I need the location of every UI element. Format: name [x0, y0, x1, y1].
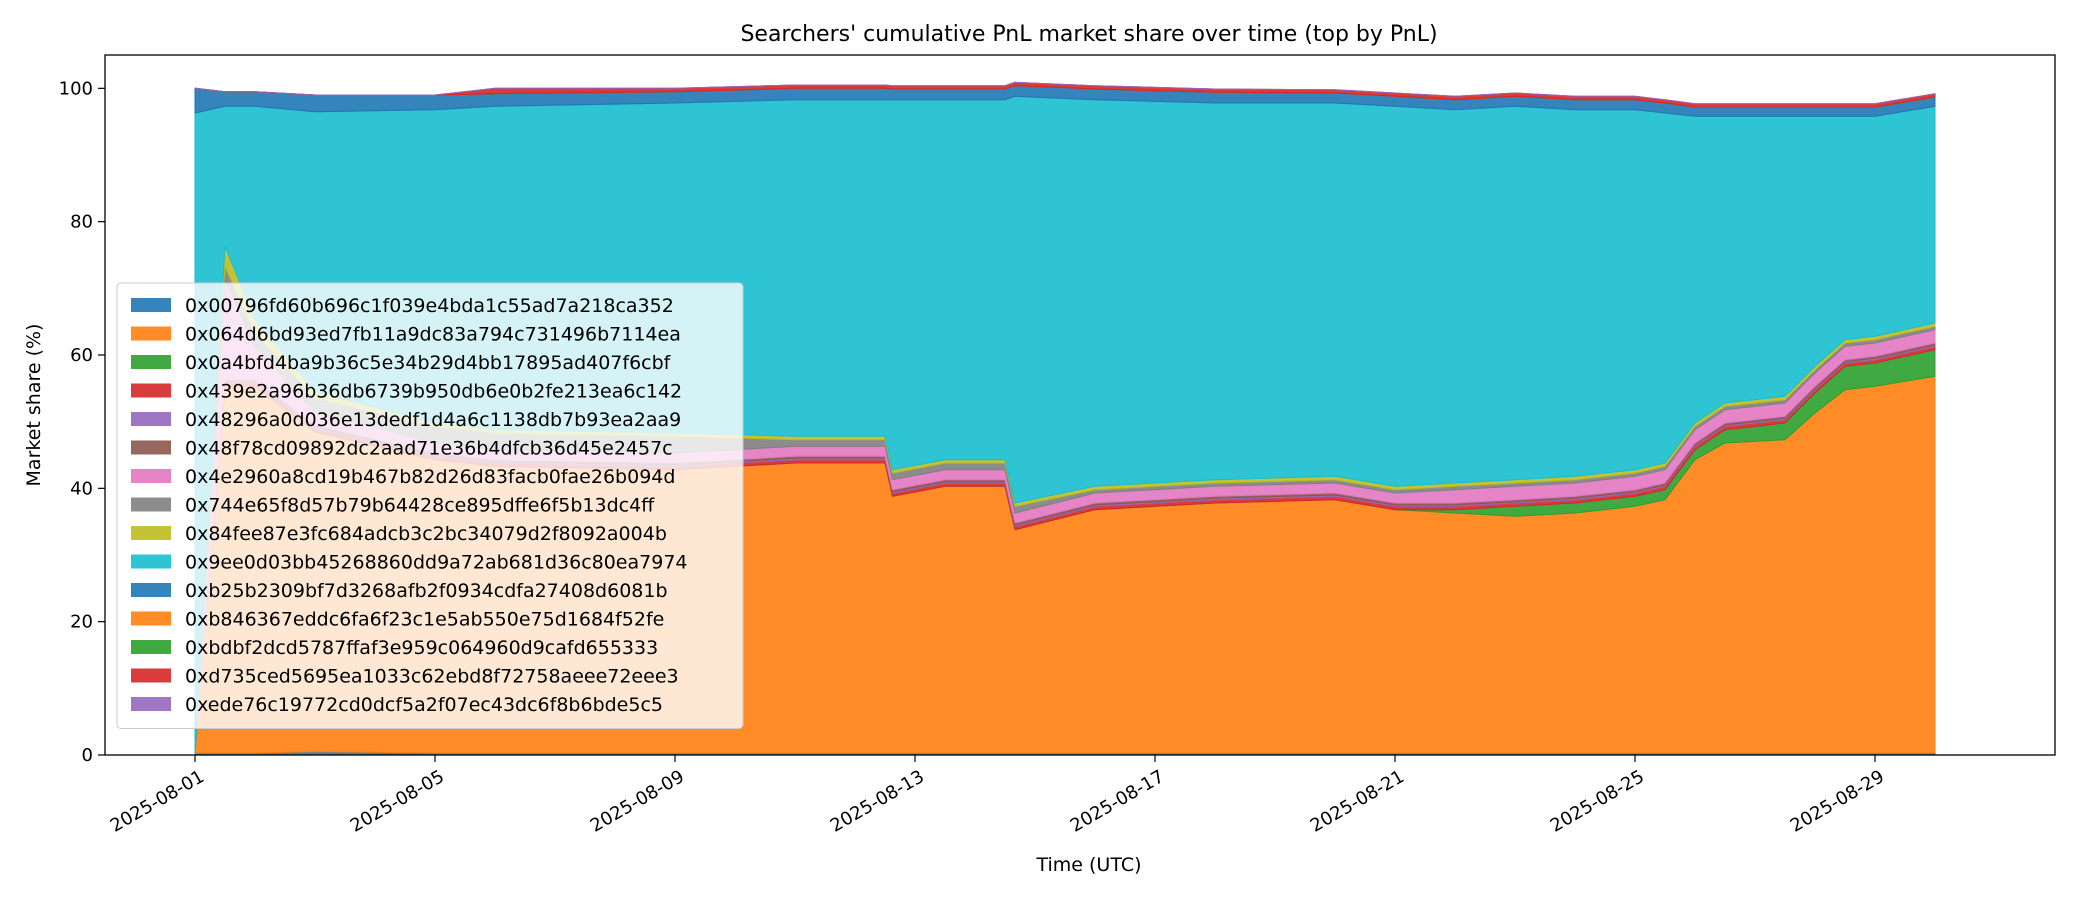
legend-swatch [131, 326, 171, 341]
legend-entry: 0xd735ced5695ea1033c62ebd8f72758aeee72ee… [185, 666, 679, 688]
legend-entry: 0xede76c19772cd0dcf5a2f07ec43dc6f8b6bde5… [185, 694, 663, 716]
legend-entry: 0x48f78cd09892dc2aad71e36b4dfcb36d45e245… [185, 438, 673, 460]
y-tick-label: 100 [59, 78, 93, 99]
chart-title: Searchers' cumulative PnL market share o… [740, 22, 1437, 47]
legend-swatch [131, 668, 171, 683]
legend-swatch [131, 469, 171, 483]
legend-swatch [131, 554, 171, 569]
legend-swatch [131, 697, 171, 711]
legend-entry: 0x48296a0d036e13dedf1d4a6c1138db7b93ea2a… [185, 409, 681, 431]
y-tick-label: 0 [82, 745, 93, 766]
legend-entry: 0x439e2a96b36db6739b950db6e0b2fe213ea6c1… [185, 381, 682, 403]
y-axis-label: Market share (%) [23, 324, 45, 487]
y-tick-label: 80 [70, 212, 93, 233]
legend-entry: 0x744e65f8d57b79b64428ce895dffe6f5b13dc4… [185, 495, 655, 517]
y-tick-label: 20 [70, 612, 93, 633]
legend-swatch [131, 526, 171, 540]
legend-swatch [131, 298, 171, 312]
legend-swatch [131, 355, 171, 369]
legend-swatch [131, 383, 171, 398]
y-tick-label: 60 [70, 345, 93, 366]
plot-frame [104, 54, 2056, 756]
series-area-15 [194, 81, 1936, 105]
legend-entry: 0x84fee87e3fc684adcb3c2bc34079d2f8092a00… [185, 523, 667, 545]
legend-swatch [131, 640, 171, 654]
y-axis: 0 20 40 60 80 100 [59, 78, 105, 766]
legend: 0x00796fd60b696c1f039e4bda1c55ad7a218ca3… [116, 282, 744, 729]
legend-swatch [131, 611, 171, 626]
x-axis-label: Time (UTC) [1035, 854, 1141, 876]
legend-entry: 0x4e2960a8cd19b467b82d26d83facb0fae26b09… [185, 466, 675, 488]
legend-entry: 0x064d6bd93ed7fb11a9dc83a794c731496b7114… [185, 324, 681, 346]
legend-entry: 0x0a4bfd4ba9b36c5e34b29d4bb17895ad407f6c… [185, 352, 672, 374]
legend-entry: 0xb846367eddc6fa6f23c1e5ab550e75d1684f52… [185, 609, 664, 631]
legend-entry: 0x00796fd60b696c1f039e4bda1c55ad7a218ca3… [185, 295, 674, 317]
legend-box [116, 282, 744, 729]
legend-swatch [131, 440, 171, 455]
legend-entry: 0xb25b2309bf7d3268afb2f0934cdfa27408d608… [185, 580, 668, 602]
legend-entry: 0x9ee0d03bb45268860dd9a72ab681d36c80ea79… [185, 552, 688, 574]
legend-entry: 0xbdbf2dcd5787ffaf3e959c064960d9cafd6553… [185, 637, 658, 659]
legend-swatch [131, 412, 171, 426]
legend-swatch [131, 497, 171, 512]
legend-swatch [131, 583, 171, 597]
y-tick-label: 40 [70, 478, 93, 499]
